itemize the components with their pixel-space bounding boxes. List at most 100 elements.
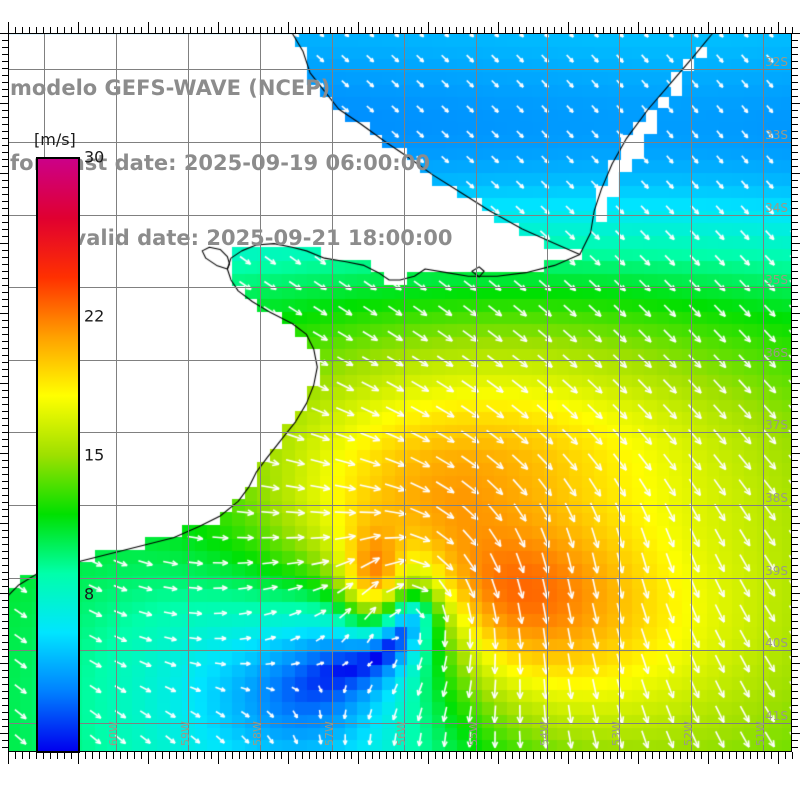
axis-tick: [1, 621, 8, 622]
axis-tick: [57, 26, 58, 33]
wind-speed-heatmap-canvas[interactable]: [8, 33, 792, 752]
axis-tick: [351, 26, 352, 33]
axis-tick: [204, 26, 205, 33]
axis-tick: [722, 752, 723, 759]
axis-tick: [344, 752, 345, 759]
axis-tick: [792, 495, 799, 496]
axis-tick: [0, 173, 8, 174]
axis-tick: [792, 537, 799, 538]
axis-tick: [71, 752, 72, 759]
axis-tick: [792, 752, 793, 759]
axis-tick: [743, 752, 744, 759]
axis-tick: [1, 516, 8, 517]
axis-tick: [1, 495, 8, 496]
axis-tick: [316, 26, 317, 33]
axis-tick: [792, 586, 799, 587]
axis-tick: [120, 752, 121, 759]
axis-tick: [127, 26, 128, 33]
map-plot-area[interactable]: 61W60W59W58W57W56W55W54W53W52W51W 32S33S…: [8, 33, 792, 752]
axis-tick: [792, 334, 799, 335]
axis-tick: [792, 607, 799, 608]
axis-tick: [673, 752, 674, 759]
axis-tick: [141, 752, 142, 759]
axis-tick: [442, 752, 443, 759]
graticule-meridian: [260, 33, 261, 752]
axis-tick: [582, 752, 583, 759]
axis-tick: [792, 327, 799, 328]
axis-tick: [1, 159, 8, 160]
axis-tick: [1, 110, 8, 111]
graticule-meridian: [763, 33, 764, 752]
axis-tick: [589, 752, 590, 759]
colorbar-gradient: [38, 159, 78, 751]
axis-tick: [1, 89, 8, 90]
axis-tick: [659, 26, 660, 33]
axis-tick: [113, 752, 114, 759]
axis-tick: [302, 752, 303, 759]
axis-tick: [575, 752, 576, 759]
axis-tick: [92, 26, 93, 33]
axis-tick: [687, 26, 688, 33]
axis-tick: [1, 677, 8, 678]
axis-tick: [792, 47, 799, 48]
axis-tick: [792, 278, 799, 279]
axis-tick: [505, 26, 506, 33]
axis-tick: [792, 124, 799, 125]
axis-tick: [0, 733, 8, 734]
axis-tick: [589, 26, 590, 33]
axis-tick: [407, 752, 408, 759]
axis-tick: [309, 752, 310, 759]
axis-tick: [792, 222, 799, 223]
axis-tick: [1, 635, 8, 636]
axis-tick: [491, 26, 492, 33]
axis-tick: [736, 26, 737, 33]
axis-tick: [715, 752, 716, 759]
axis-tick: [792, 208, 799, 209]
axis-tick: [1, 404, 8, 405]
axis-tick: [0, 523, 8, 524]
axis-tick: [316, 752, 317, 759]
axis-tick: [1, 75, 8, 76]
axis-tick: [792, 236, 799, 237]
axis-tick: [141, 26, 142, 33]
axis-tick: [1, 740, 8, 741]
axis-tick: [1, 271, 8, 272]
axis-tick: [260, 26, 261, 33]
axis-tick: [1, 684, 8, 685]
axis-tick: [792, 173, 800, 174]
axis-tick: [652, 26, 653, 33]
axis-tick: [414, 752, 415, 759]
axis-tick: [1, 138, 8, 139]
axis-tick: [624, 26, 625, 33]
axis-tick: [1, 614, 8, 615]
axis-tick: [463, 26, 464, 33]
axis-tick: [309, 26, 310, 33]
axis-tick: [1, 285, 8, 286]
axis-tick: [610, 26, 611, 33]
axis-tick: [1, 278, 8, 279]
axis-tick: [78, 752, 79, 764]
axis-tick: [162, 752, 163, 759]
axis-tick: [1, 68, 8, 69]
axis-tick: [792, 131, 799, 132]
axis-tick: [792, 145, 799, 146]
axis-tick: [267, 752, 268, 759]
axis-tick: [1, 362, 8, 363]
axis-tick: [792, 320, 799, 321]
axis-tick: [1, 236, 8, 237]
axis-tick: [358, 22, 359, 33]
axis-tick: [792, 446, 799, 447]
axis-tick: [337, 752, 338, 759]
axis-tick: [512, 752, 513, 759]
axis-tick: [687, 752, 688, 759]
axis-tick: [1, 411, 8, 412]
axis-tick: [50, 752, 51, 759]
axis-tick: [1, 47, 8, 48]
axis-tick: [498, 752, 499, 764]
axis-tick: [1, 250, 8, 251]
axis-tick: [1, 145, 8, 146]
axis-tick: [1, 194, 8, 195]
colorbar[interactable]: [36, 157, 80, 753]
latitude-label: 40S: [765, 636, 788, 650]
longitude-label: 55W: [467, 721, 480, 746]
